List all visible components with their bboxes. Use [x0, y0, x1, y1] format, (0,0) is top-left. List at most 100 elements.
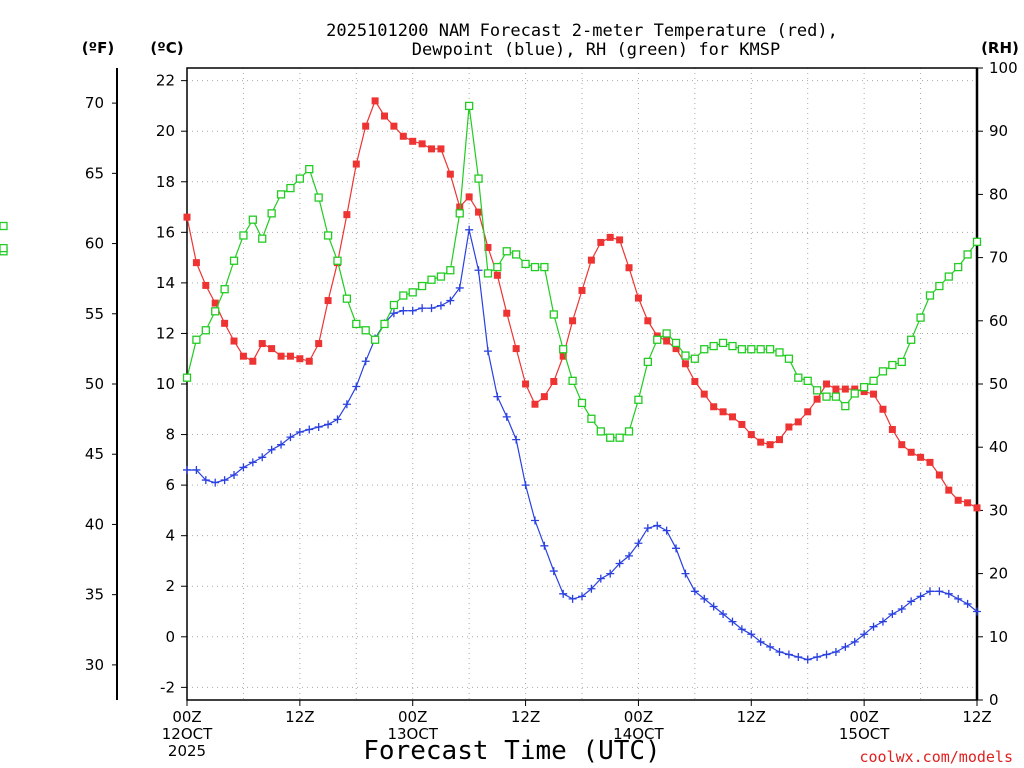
fahrenheit-tick-label: 30: [85, 656, 104, 674]
temperature-data-point: [860, 388, 868, 396]
rh-data-point: [888, 360, 897, 370]
dewpoint-data-point: [822, 650, 831, 659]
dewpoint-data-point: [192, 465, 201, 474]
rh-tick-label: 30: [989, 501, 1008, 519]
rh-data-point: [728, 341, 737, 351]
rh-data-point: [850, 389, 859, 398]
rh-data-point: [756, 345, 765, 354]
temperature-data-point: [785, 423, 793, 431]
temperature-data-point: [503, 309, 511, 317]
dewpoint-data-point: [465, 225, 474, 234]
rh-data-point: [831, 392, 841, 401]
chart-title-line1: 2025101200 NAM Forecast 2-meter Temperat…: [326, 21, 838, 41]
dewpoint-data-point: [831, 647, 840, 656]
dewpoint-data-point: [690, 587, 699, 596]
temperature-data-point: [446, 170, 454, 178]
temperature-data-point: [399, 132, 407, 140]
rh-data-point: [229, 256, 239, 265]
dewpoint-data-point: [615, 559, 624, 568]
temperature-data-point: [343, 211, 351, 219]
rh-data-point: [333, 256, 342, 265]
dewpoint-data-point: [408, 306, 417, 315]
temperature-data-point: [757, 438, 765, 446]
temperature-data-point: [776, 436, 783, 444]
temperature-data-point: [888, 426, 896, 434]
rh-data-point: [305, 164, 314, 174]
rh-data-point: [493, 262, 502, 272]
rh-tick-label: 20: [989, 565, 1008, 583]
temperature-data-point: [305, 357, 313, 365]
dewpoint-data-point: [201, 476, 210, 485]
x-tick-label: 14OCT: [613, 725, 664, 743]
rh-data-point: [295, 174, 305, 183]
celsius-tick-label: 18: [156, 173, 175, 191]
dewpoint-data-point: [427, 304, 436, 313]
temperature-data-point: [249, 357, 257, 365]
dewpoint-data-point: [521, 481, 530, 490]
rh-data-point: [737, 345, 747, 354]
celsius-tick-label: 14: [156, 274, 175, 292]
rh-data-point: [239, 231, 248, 240]
dewpoint-data-point: [925, 587, 934, 596]
dewpoint-data-point: [606, 569, 615, 578]
dewpoint-data-point: [850, 637, 859, 646]
rh-data-point: [436, 272, 446, 281]
celsius-tick-label: 12: [156, 324, 175, 342]
temperature-data-point: [239, 352, 247, 360]
dewpoint-data-point: [869, 622, 878, 631]
dewpoint-data-point: [342, 400, 351, 409]
temperature-data-point: [550, 377, 558, 385]
celsius-unit-label: (ºC): [150, 39, 183, 57]
rh-data-point: [464, 101, 474, 111]
dewpoint-data-point: [709, 602, 718, 611]
rh-tick-label: 70: [989, 249, 1008, 267]
celsius-tick-label: 20: [156, 122, 175, 140]
dewpoint-data-point: [794, 653, 803, 662]
dewpoint-data-point: [399, 306, 408, 315]
fahrenheit-tick-label: 45: [85, 445, 104, 463]
rh-data-point: [530, 262, 540, 272]
dewpoint-data-point: [813, 653, 822, 662]
rh-data-point: [0, 243, 8, 253]
temperature-data-point: [870, 390, 878, 398]
temperature-data-point: [907, 448, 915, 456]
temperature-data-point: [804, 408, 812, 416]
rh-data-point: [587, 414, 596, 423]
rh-tick-label: 100: [989, 59, 1018, 77]
temperature-data-point: [409, 137, 417, 145]
rh-tick-label: 60: [989, 312, 1008, 330]
celsius-tick-label: 22: [156, 72, 175, 90]
rh-data-point: [775, 348, 784, 357]
x-tick-label: 2025: [168, 742, 206, 760]
x-axis-label: Forecast Time (UTC): [363, 736, 660, 766]
temperature-data-point: [954, 496, 962, 504]
temperature-data-point: [531, 400, 539, 408]
rh-data-point: [916, 313, 925, 322]
temperature-data-point: [747, 431, 755, 439]
rh-tick-label: 90: [989, 122, 1008, 140]
dewpoint-data-point: [747, 630, 756, 639]
dewpoint-data-point: [803, 655, 812, 664]
temperature-data-point: [710, 403, 718, 411]
rh-data-point: [248, 215, 257, 224]
temperature-data-point: [381, 112, 388, 120]
celsius-tick-label: 4: [165, 527, 175, 545]
rh-data-point: [361, 326, 370, 335]
dewpoint-data-point: [333, 415, 342, 424]
rh-data-point: [267, 209, 276, 218]
fahrenheit-tick-label: 35: [85, 586, 104, 604]
temperature-data-point: [192, 259, 200, 267]
rh-data-point: [577, 398, 587, 408]
temperature-data-point: [352, 160, 360, 168]
dewpoint-data-point: [502, 412, 511, 421]
series-layer: [0, 97, 982, 664]
temperature-data-point: [493, 271, 501, 279]
dewpoint-data-point: [230, 471, 239, 480]
temperature-data-point: [634, 294, 642, 302]
dewpoint-data-point: [643, 524, 652, 533]
x-tick-label: 00Z: [398, 708, 427, 726]
temperature-data-point: [315, 340, 323, 348]
temperature-data-point: [286, 352, 294, 360]
